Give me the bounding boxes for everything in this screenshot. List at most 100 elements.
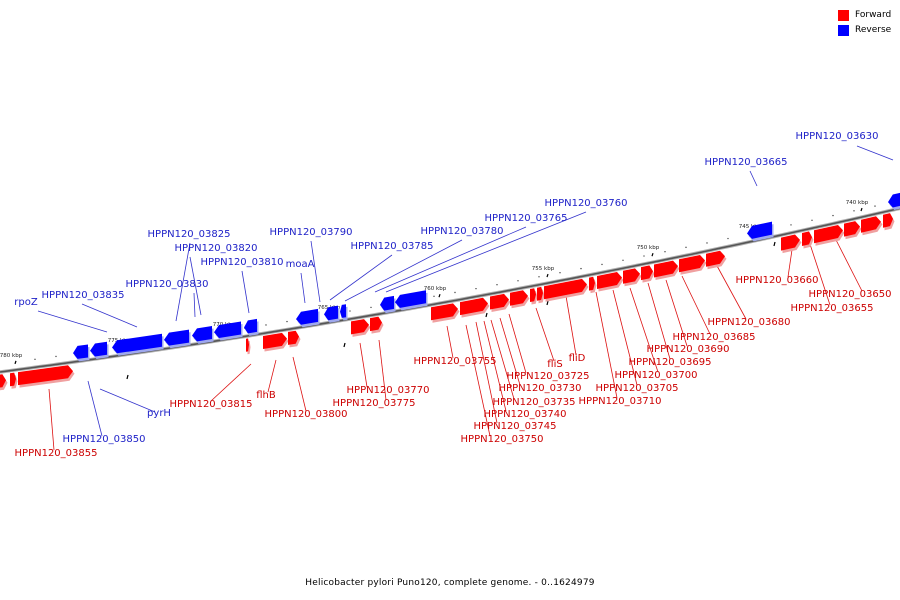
forward-gene-feature[interactable] bbox=[654, 260, 678, 278]
gene-label-hppn120_03745[interactable]: HPPN120_03745 bbox=[474, 421, 557, 432]
gene-label-hppn120_03850[interactable]: HPPN120_03850 bbox=[63, 434, 146, 445]
gene-label-hppn120_03820[interactable]: HPPN120_03820 bbox=[175, 243, 258, 254]
forward-gene-feature[interactable] bbox=[814, 225, 843, 244]
gene-label-hppn120_03770[interactable]: HPPN120_03770 bbox=[347, 385, 430, 396]
reverse-gene-feature[interactable] bbox=[380, 295, 394, 311]
forward-gene-feature[interactable] bbox=[18, 365, 73, 386]
major-tick bbox=[14, 360, 17, 365]
forward-gene-feature[interactable] bbox=[431, 303, 458, 321]
gene-label-hppn120_03785[interactable]: HPPN120_03785 bbox=[351, 241, 434, 252]
forward-gene-feature[interactable] bbox=[883, 213, 893, 228]
leader-line bbox=[499, 317, 521, 386]
forward-gene-feature[interactable] bbox=[861, 216, 881, 233]
gene-label-hppn120_03810[interactable]: HPPN120_03810 bbox=[201, 257, 284, 268]
reverse-gene-feature[interactable] bbox=[164, 329, 189, 346]
leader-line bbox=[681, 275, 711, 335]
leader-line bbox=[490, 319, 515, 400]
minor-tick bbox=[685, 246, 687, 249]
forward-gene-feature[interactable] bbox=[490, 293, 509, 310]
forward-gene-feature[interactable] bbox=[370, 316, 382, 332]
legend-reverse-label: Reverse bbox=[855, 25, 892, 35]
gene-label-hppn120_03630[interactable]: HPPN120_03630 bbox=[796, 131, 879, 142]
gene-label-hppn120_03730[interactable]: HPPN120_03730 bbox=[499, 383, 582, 394]
forward-gene-feature[interactable] bbox=[460, 297, 488, 316]
gene-label-hppn120_03750[interactable]: HPPN120_03750 bbox=[461, 434, 544, 445]
gene-label-hppn120_03755[interactable]: HPPN120_03755 bbox=[414, 356, 497, 367]
reverse-gene-feature[interactable] bbox=[395, 290, 426, 308]
forward-gene-feature[interactable] bbox=[641, 265, 653, 281]
gene-label-hppn120_03835[interactable]: HPPN120_03835 bbox=[42, 290, 125, 301]
gene-label-hppn120_03830[interactable]: HPPN120_03830 bbox=[126, 279, 209, 290]
forward-swatch bbox=[838, 10, 849, 21]
minor-tick bbox=[832, 214, 834, 217]
gene-label-hppn120_03665[interactable]: HPPN120_03665 bbox=[705, 157, 788, 168]
minor-tick bbox=[664, 251, 666, 253]
leader-line bbox=[831, 231, 863, 292]
reverse-gene-feature[interactable] bbox=[888, 192, 900, 208]
gene-label-hppn120_03660[interactable]: HPPN120_03660 bbox=[736, 275, 819, 286]
reverse-gene-feature[interactable] bbox=[244, 318, 257, 334]
forward-gene-feature[interactable] bbox=[844, 221, 860, 237]
gene-label-moaa[interactable]: moaA bbox=[286, 259, 315, 270]
forward-gene-feature[interactable] bbox=[537, 286, 543, 301]
gene-label-hppn120_03695[interactable]: HPPN120_03695 bbox=[629, 357, 712, 368]
forward-gene-feature[interactable] bbox=[706, 250, 725, 267]
gene-label-hppn120_03655[interactable]: HPPN120_03655 bbox=[791, 303, 874, 314]
gene-label-hppn120_03700[interactable]: HPPN120_03700 bbox=[615, 370, 698, 381]
gene-label-pyrh[interactable]: pyrH bbox=[147, 408, 171, 419]
gene-label-hppn120_03690[interactable]: HPPN120_03690 bbox=[647, 344, 730, 355]
reverse-gene-feature[interactable] bbox=[296, 308, 318, 325]
leader-line bbox=[193, 292, 196, 318]
gene-label-hppn120_03725[interactable]: HPPN120_03725 bbox=[507, 371, 590, 382]
reverse-gene-feature[interactable] bbox=[340, 304, 346, 318]
forward-gene-feature[interactable] bbox=[351, 319, 369, 335]
gene-label-hppn120_03735[interactable]: HPPN120_03735 bbox=[493, 397, 576, 408]
leader-line bbox=[856, 145, 894, 161]
gene-label-hppn120_03710[interactable]: HPPN120_03710 bbox=[579, 396, 662, 407]
gene-label-hppn120_03815[interactable]: HPPN120_03815 bbox=[170, 399, 253, 410]
forward-gene-feature[interactable] bbox=[589, 276, 595, 291]
gene-label-hppn120_03765[interactable]: HPPN120_03765 bbox=[485, 213, 568, 224]
forward-gene-feature[interactable] bbox=[288, 330, 299, 345]
forward-gene-feature[interactable] bbox=[0, 374, 6, 388]
reverse-gene-feature[interactable] bbox=[90, 341, 107, 357]
gene-label-rpoz[interactable]: rpoZ bbox=[14, 297, 38, 308]
forward-gene-feature[interactable] bbox=[263, 332, 287, 349]
reverse-gene-feature[interactable] bbox=[214, 321, 241, 339]
leader-line bbox=[378, 339, 387, 401]
forward-gene-feature[interactable] bbox=[781, 234, 800, 251]
gene-label-hppn120_03680[interactable]: HPPN120_03680 bbox=[708, 317, 791, 328]
minor-tick bbox=[265, 324, 267, 326]
reverse-gene-feature[interactable] bbox=[747, 221, 772, 239]
minor-tick bbox=[601, 263, 603, 266]
gene-label-hppn120_03780[interactable]: HPPN120_03780 bbox=[421, 226, 504, 237]
forward-gene-feature[interactable] bbox=[623, 268, 640, 284]
forward-gene-feature[interactable] bbox=[597, 272, 622, 289]
gene-label-hppn120_03740[interactable]: HPPN120_03740 bbox=[484, 409, 567, 420]
forward-gene-feature[interactable] bbox=[10, 372, 16, 387]
gene-label-hppn120_03760[interactable]: HPPN120_03760 bbox=[545, 198, 628, 209]
gene-label-hppn120_03705[interactable]: HPPN120_03705 bbox=[596, 383, 679, 394]
gene-label-flis[interactable]: fliS bbox=[547, 359, 562, 370]
gene-label-hppn120_03650[interactable]: HPPN120_03650 bbox=[809, 289, 892, 300]
reverse-gene-feature[interactable] bbox=[192, 326, 212, 342]
forward-gene-feature[interactable] bbox=[246, 338, 249, 352]
forward-gene-feature[interactable] bbox=[679, 255, 705, 273]
reverse-gene-feature[interactable] bbox=[73, 344, 88, 359]
gene-label-hppn120_03775[interactable]: HPPN120_03775 bbox=[333, 398, 416, 409]
gene-label-hppn120_03800[interactable]: HPPN120_03800 bbox=[265, 409, 348, 420]
reverse-gene-feature[interactable] bbox=[324, 305, 338, 321]
forward-gene-feature[interactable] bbox=[510, 290, 528, 306]
minor-tick bbox=[853, 210, 855, 212]
gene-label-hppn120_03855[interactable]: HPPN120_03855 bbox=[15, 448, 98, 459]
gene-label-flid[interactable]: fliD bbox=[569, 353, 586, 364]
reverse-gene-feature[interactable] bbox=[112, 333, 162, 354]
gene-label-hppn120_03790[interactable]: HPPN120_03790 bbox=[270, 227, 353, 238]
gene-label-hppn120_03825[interactable]: HPPN120_03825 bbox=[148, 229, 231, 240]
gene-label-flhb[interactable]: flhB bbox=[256, 390, 276, 401]
leader-line bbox=[175, 242, 191, 322]
forward-gene-feature[interactable] bbox=[802, 231, 812, 246]
forward-gene-feature[interactable] bbox=[530, 288, 536, 302]
forward-gene-feature[interactable] bbox=[544, 278, 587, 300]
gene-label-hppn120_03685[interactable]: HPPN120_03685 bbox=[673, 332, 756, 343]
